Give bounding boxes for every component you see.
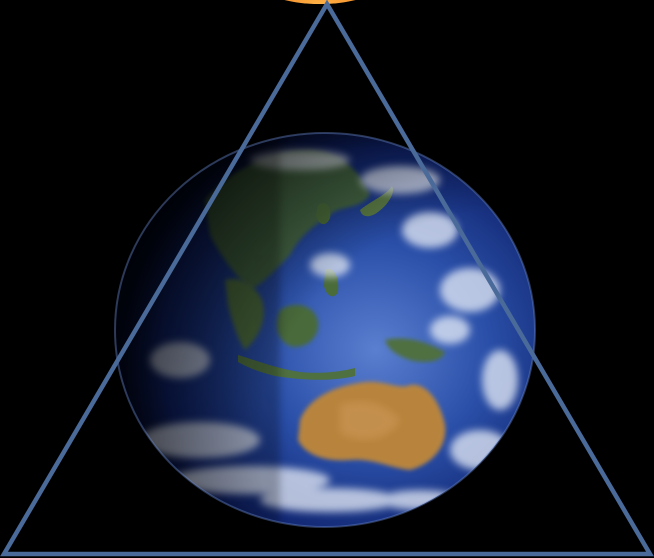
earth-globe <box>114 132 536 528</box>
sun-arc <box>284 0 356 4</box>
